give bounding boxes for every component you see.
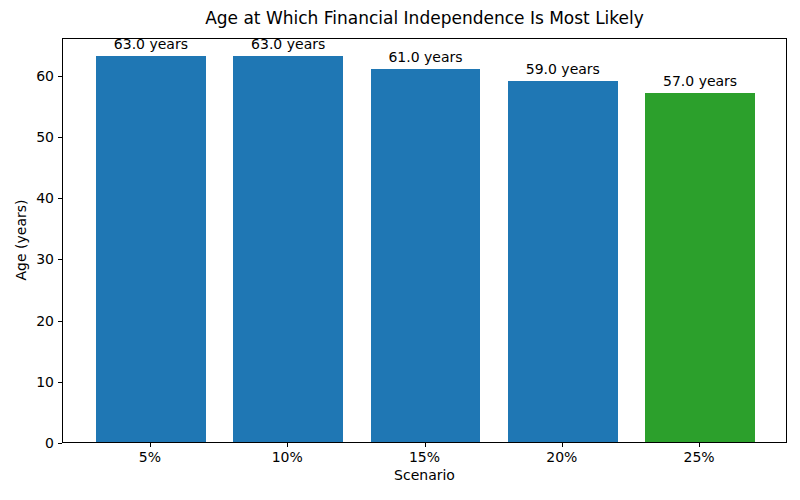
x-tick-label: 25% xyxy=(684,449,715,465)
bar-value-label: 63.0 years xyxy=(251,36,325,52)
bar xyxy=(508,81,618,442)
bar xyxy=(371,69,481,443)
plot-area: 63.0 years 63.0 years 61.0 years 59.0 years… xyxy=(62,38,787,443)
x-tick-label: 5% xyxy=(139,449,161,465)
y-tick xyxy=(58,259,62,260)
x-tick-label: 20% xyxy=(546,449,577,465)
x-tick xyxy=(425,443,426,447)
x-tick xyxy=(562,443,563,447)
x-tick-label: 15% xyxy=(409,449,440,465)
y-tick-label: 50 xyxy=(0,128,54,146)
y-tick xyxy=(58,198,62,199)
bar xyxy=(645,93,755,442)
bar xyxy=(96,56,206,442)
x-tick-label: 10% xyxy=(272,449,303,465)
chart-title: Age at Which Financial Independence Is M… xyxy=(62,8,787,28)
bar-value-label: 63.0 years xyxy=(114,36,188,52)
y-tick xyxy=(58,76,62,77)
y-tick xyxy=(58,137,62,138)
bar-value-label: 61.0 years xyxy=(388,49,462,65)
y-tick-label: 40 xyxy=(0,189,54,207)
x-tick xyxy=(699,443,700,447)
y-tick-label: 0 xyxy=(0,434,54,452)
x-tick xyxy=(287,443,288,447)
y-tick xyxy=(58,443,62,444)
y-tick-label: 10 xyxy=(0,373,54,391)
bar xyxy=(233,56,343,442)
x-axis-label: Scenario xyxy=(62,467,787,483)
y-tick xyxy=(58,321,62,322)
bar-value-label: 57.0 years xyxy=(663,73,737,89)
y-tick-label: 60 xyxy=(0,67,54,85)
bar-value-label: 59.0 years xyxy=(526,61,600,77)
y-tick-label: 30 xyxy=(0,250,54,268)
y-tick xyxy=(58,382,62,383)
bar-chart-figure: Age at Which Financial Independence Is M… xyxy=(0,0,800,500)
y-axis-label: Age (years) xyxy=(13,200,29,281)
x-tick xyxy=(150,443,151,447)
y-tick-label: 20 xyxy=(0,312,54,330)
